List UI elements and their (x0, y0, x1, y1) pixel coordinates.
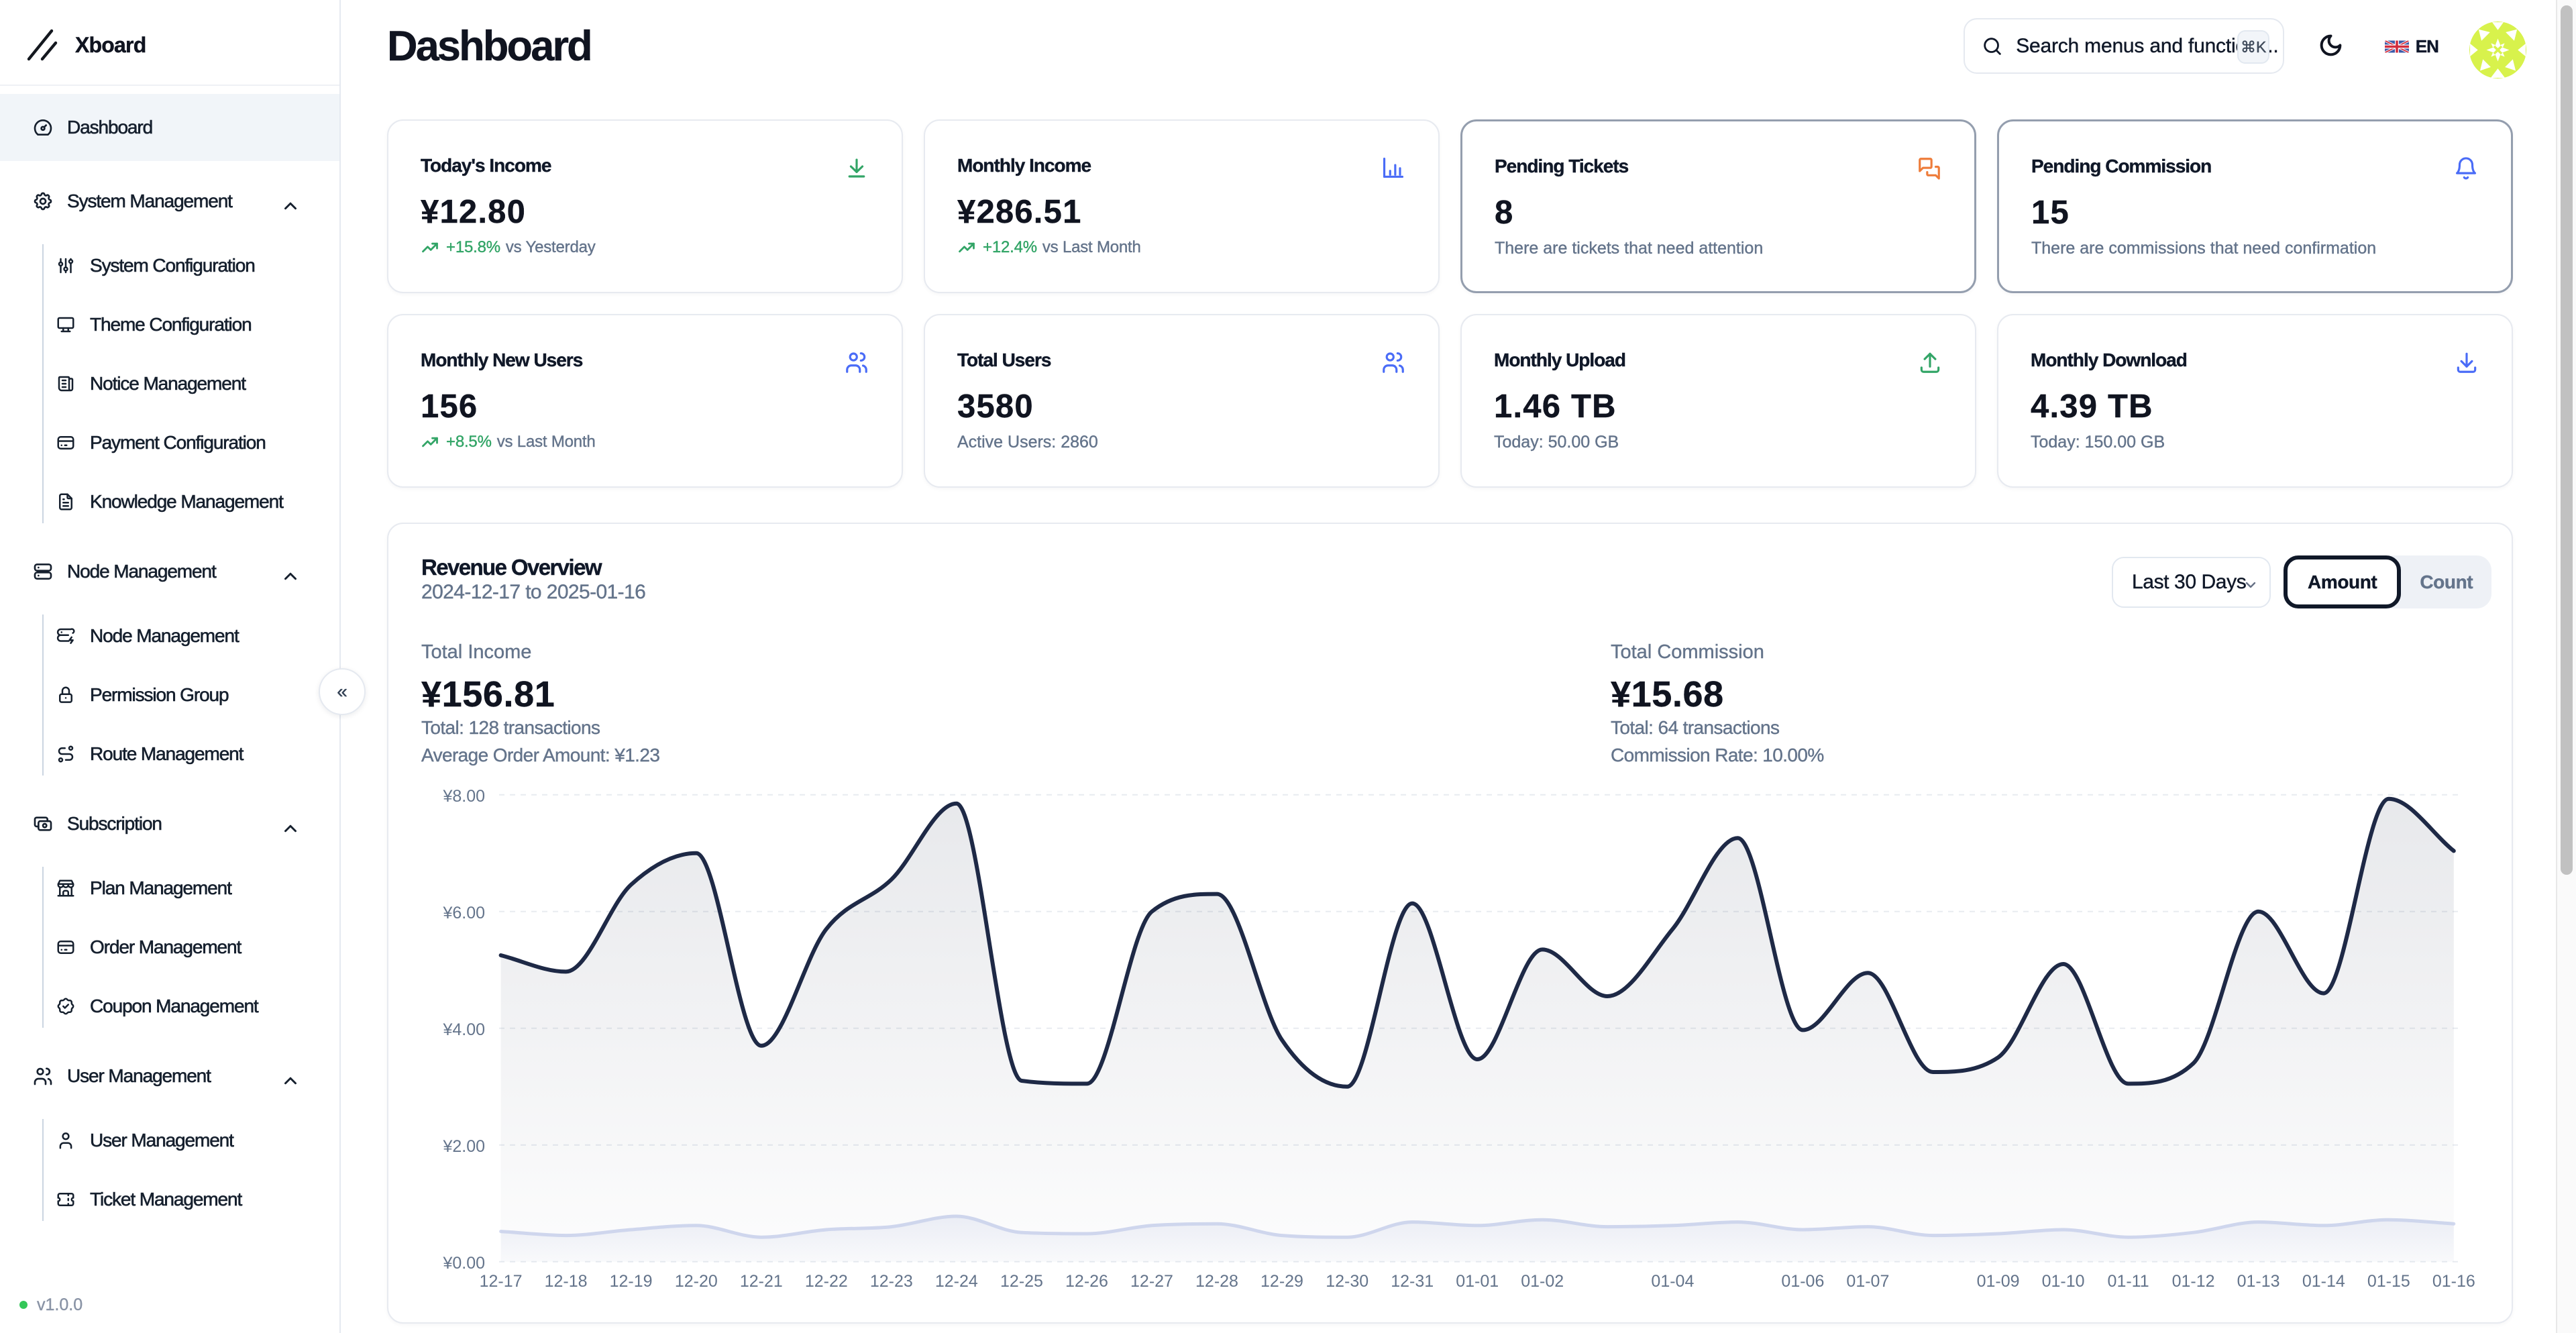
svg-text:12-25: 12-25 (1000, 1272, 1043, 1291)
svg-text:12-21: 12-21 (740, 1272, 783, 1291)
svg-text:01-13: 01-13 (2237, 1272, 2280, 1291)
svg-text:12-22: 12-22 (805, 1272, 848, 1291)
svg-text:12-27: 12-27 (1130, 1272, 1173, 1291)
svg-text:12-19: 12-19 (610, 1272, 653, 1291)
svg-text:12-26: 12-26 (1065, 1272, 1108, 1291)
svg-text:01-07: 01-07 (1846, 1272, 1889, 1291)
svg-text:01-12: 01-12 (2172, 1272, 2215, 1291)
svg-text:01-06: 01-06 (1781, 1272, 1824, 1291)
svg-text:01-04: 01-04 (1651, 1272, 1694, 1291)
svg-text:01-01: 01-01 (1456, 1272, 1499, 1291)
svg-text:01-11: 01-11 (2108, 1272, 2149, 1291)
svg-text:¥6.00: ¥6.00 (442, 904, 485, 922)
svg-text:12-17: 12-17 (480, 1272, 523, 1291)
svg-text:12-20: 12-20 (675, 1272, 718, 1291)
svg-text:01-09: 01-09 (1977, 1272, 2020, 1291)
svg-text:01-16: 01-16 (2432, 1272, 2475, 1291)
svg-text:12-24: 12-24 (935, 1272, 978, 1291)
svg-text:12-18: 12-18 (545, 1272, 588, 1291)
svg-text:12-31: 12-31 (1391, 1272, 1434, 1291)
svg-text:¥2.00: ¥2.00 (442, 1137, 485, 1156)
svg-text:12-28: 12-28 (1195, 1272, 1238, 1291)
svg-text:12-29: 12-29 (1260, 1272, 1303, 1291)
svg-text:01-15: 01-15 (2367, 1272, 2410, 1291)
svg-text:¥8.00: ¥8.00 (442, 787, 485, 806)
svg-text:01-10: 01-10 (2042, 1272, 2085, 1291)
svg-text:¥0.00: ¥0.00 (442, 1254, 485, 1273)
svg-text:01-14: 01-14 (2302, 1272, 2345, 1291)
svg-text:¥4.00: ¥4.00 (442, 1020, 485, 1039)
svg-text:12-30: 12-30 (1326, 1272, 1368, 1291)
svg-text:12-23: 12-23 (870, 1272, 913, 1291)
svg-text:01-02: 01-02 (1521, 1272, 1564, 1291)
